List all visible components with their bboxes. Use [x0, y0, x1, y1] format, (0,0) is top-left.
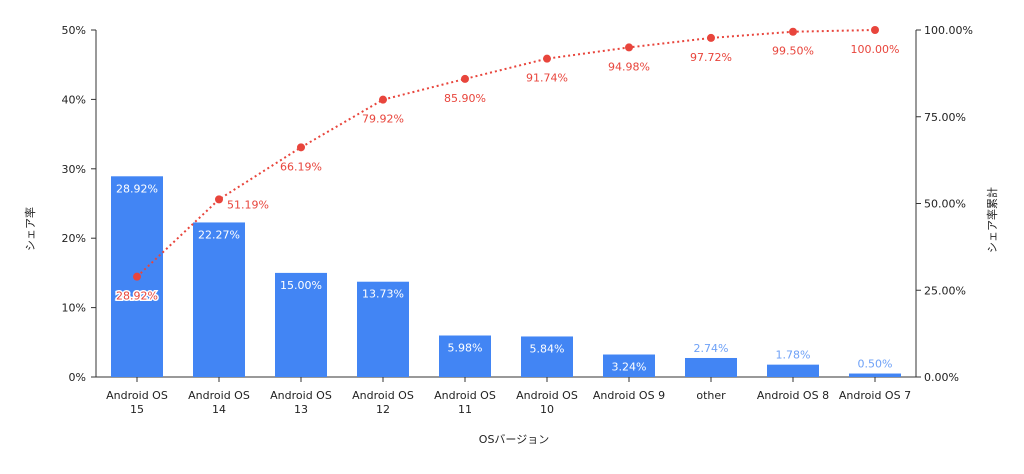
bar-data-label: 15.00%	[280, 279, 322, 292]
x-tick-label-line: Android OS 9	[593, 389, 665, 402]
bar	[275, 272, 327, 377]
bar	[439, 335, 491, 377]
x-tick-label: Android OS 14	[188, 389, 250, 416]
x-tick-label-line: 12	[376, 403, 390, 416]
labels-layer: 28.92% 22.27% 15.00% 13.73% 5.98% 5.84% 3.24% 2…	[115, 43, 900, 374]
bar-data-label: 28.92%	[116, 182, 158, 195]
y-axis-title: シェア率	[23, 207, 37, 251]
cumulative-line-layer	[133, 26, 879, 281]
x-tick-label-line: Android OS	[516, 389, 578, 402]
y-tick-label: 20%	[62, 232, 86, 245]
x-tick-label: Android OS 8	[757, 389, 829, 402]
x-tick-label-line: 11	[458, 403, 472, 416]
line-point	[625, 43, 633, 52]
line-point	[871, 26, 879, 34]
line-point	[707, 33, 715, 42]
x-tick-label-line: Android OS	[352, 389, 414, 402]
line-point	[461, 74, 469, 83]
x-tick-label: Android OS 9	[593, 389, 665, 402]
x-tick-label: Android OS 15	[106, 389, 168, 416]
line-point	[133, 272, 141, 281]
cumulative-line	[136, 29, 876, 278]
line-point	[215, 195, 223, 204]
x-tick-label-line: 14	[212, 403, 226, 416]
x-axis-title: OSバージョン	[479, 433, 549, 446]
x-tick-label: Android OS 13	[270, 389, 332, 416]
bar	[685, 357, 737, 377]
line-data-label: 85.90%	[444, 92, 486, 105]
x-tick-label-line: Android OS	[270, 389, 332, 402]
bar	[603, 354, 655, 377]
line-data-label: 79.92%	[362, 113, 404, 126]
bar	[357, 281, 409, 377]
x-tick-label-line: Android OS 7	[839, 389, 911, 402]
line-point	[297, 143, 305, 152]
x-tick-label-line: 15	[130, 403, 144, 416]
line-data-label: 97.72%	[690, 51, 732, 64]
x-tick-label: other	[696, 389, 726, 402]
bar	[193, 222, 245, 377]
x-tick-label-line: Android OS 8	[757, 389, 829, 402]
x-tick-label-line: Android OS	[106, 389, 168, 402]
line-point	[379, 95, 387, 104]
bar-data-label: 22.27%	[198, 228, 240, 241]
y2-tick-label: 75.00%	[924, 111, 966, 124]
line-data-label: 100.00%	[851, 43, 900, 56]
line-data-label: 94.98%	[608, 60, 650, 73]
bars-layer	[111, 176, 901, 377]
line-point	[543, 54, 551, 63]
bar-data-label: 5.98%	[448, 341, 483, 354]
bar-data-label: 13.73%	[362, 288, 404, 301]
x-tick-label: Android OS 12	[352, 389, 414, 416]
y2-tick-label: 25.00%	[924, 284, 966, 297]
y-tick-label: 30%	[62, 163, 86, 176]
bar	[521, 336, 573, 377]
line-data-label: 28.92%	[116, 290, 158, 303]
y-tick-label: 40%	[62, 93, 86, 106]
x-tick-label-line: other	[696, 389, 726, 402]
y2-axis-title: シェア率累計	[985, 187, 999, 253]
x-tick-label-line: Android OS	[188, 389, 250, 402]
line-data-label: 99.50%	[772, 45, 814, 58]
line-data-label: 66.19%	[280, 160, 322, 173]
y-tick-label: 10%	[62, 302, 86, 315]
line-data-label: 51.19%	[227, 198, 269, 211]
bar	[849, 373, 901, 377]
x-tick-label-line: 10	[540, 403, 554, 416]
x-tick-label-line: 13	[294, 403, 308, 416]
bar-data-label: 3.24%	[612, 361, 647, 374]
bar	[767, 364, 819, 377]
bar-data-label: 0.50%	[858, 358, 893, 371]
y2-tick-label: 50.00%	[924, 198, 966, 211]
bar-data-label: 1.78%	[776, 349, 811, 362]
x-tick-label: Android OS 11	[434, 389, 496, 416]
line-data-label: 91.74%	[526, 72, 568, 85]
axes-layer: 0% 10% 20% 30% 40% 50% 0.00% 25.00% 50.00% 75.00%…	[62, 24, 973, 416]
y-tick-label: 50%	[62, 24, 86, 37]
y2-tick-label: 100.00%	[924, 24, 973, 37]
line-point	[789, 27, 797, 36]
x-tick-label-line: Android OS	[434, 389, 496, 402]
x-tick-label: Android OS 7	[839, 389, 911, 402]
bar-data-label: 5.84%	[530, 342, 565, 355]
x-tick-label: Android OS 10	[516, 389, 578, 416]
y2-tick-label: 0.00%	[924, 371, 959, 384]
y-tick-label: 0%	[69, 371, 86, 384]
bar-data-label: 2.74%	[694, 342, 729, 355]
